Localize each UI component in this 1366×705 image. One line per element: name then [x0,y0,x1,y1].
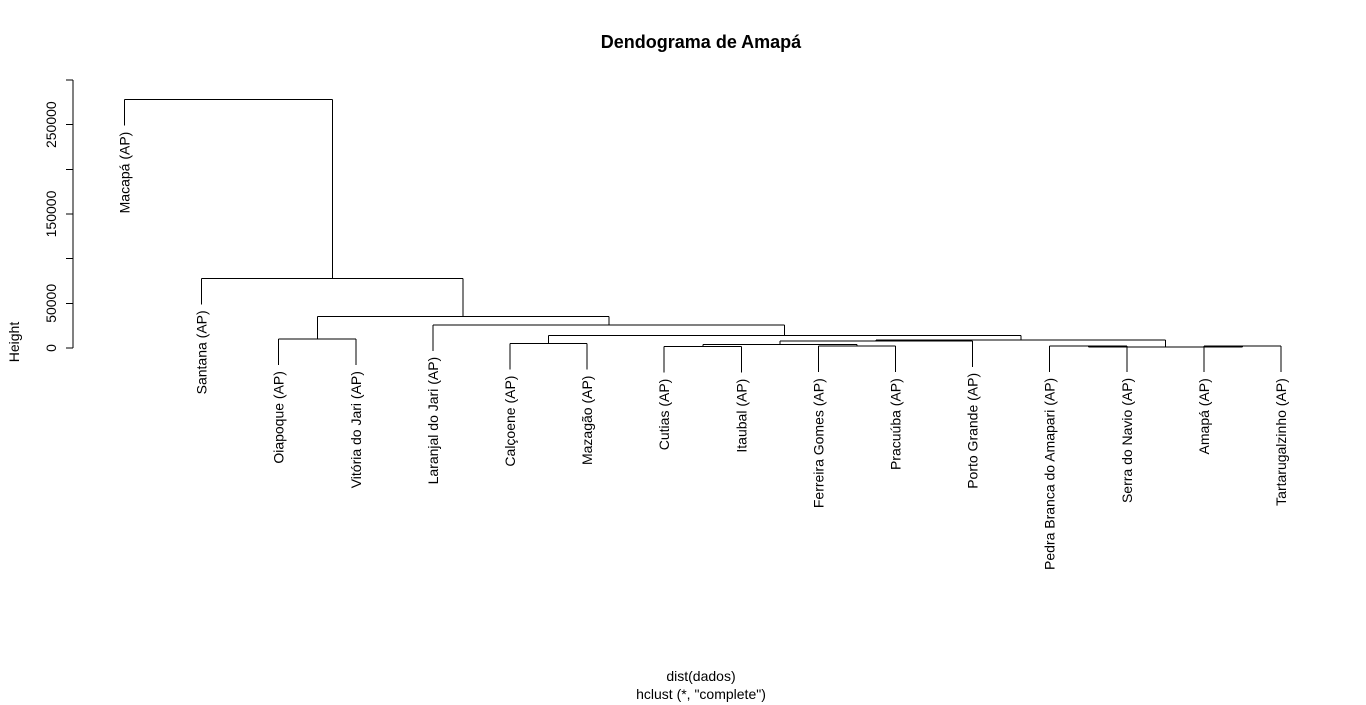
y-tick-label: 250000 [43,101,59,148]
leaf-label-serra-do-navio-ap: Serra do Navio (AP) [1119,378,1135,503]
y-axis-label: Height [6,322,22,363]
chart-title: Dendograma de Amapá [601,32,802,52]
y-tick-label: 150000 [43,190,59,237]
leaf-label-laranjal-do-jari-ap: Laranjal do Jari (AP) [425,357,441,485]
y-tick-label: 50000 [43,284,59,323]
leaf-label-vitoria-do-jari-ap: Vitória do Jari (AP) [348,371,364,488]
leaf-label-itaubal-ap: Itaubal (AP) [733,379,749,453]
leaf-label-mazagao-ap: Mazagão (AP) [579,376,595,465]
x-axis-label: dist(dados) [666,668,735,684]
leaf-label-oiapoque-ap: Oiapoque (AP) [271,371,287,464]
dendrogram-branches [124,99,1282,373]
x-axis-subtitle: hclust (*, "complete") [636,686,766,702]
leaf-label-pracuuba-ap: Pracuúba (AP) [888,378,904,470]
y-tick-label: 0 [43,344,59,352]
leaf-label-ferreira-gomes-ap: Ferreira Gomes (AP) [810,378,826,508]
leaf-label-calcoene-ap: Calçoene (AP) [502,376,518,467]
leaf-label-macapa-ap: Macapá (AP) [117,132,133,214]
y-tick-labels: 0 50000 150000 250000 [43,101,59,352]
leaf-label-porto-grande-ap: Porto Grande (AP) [965,373,981,489]
y-axis [66,79,74,349]
leaf-label-tartarugalzinho-ap: Tartarugalzinho (AP) [1273,378,1289,506]
leaf-labels: Macapá (AP) Santana (AP) Oiapoque (AP) Vitó… [117,132,1290,570]
leaf-label-santana-ap: Santana (AP) [194,310,210,394]
leaf-label-pedra-branca-do-amapari-ap: Pedra Branca do Amapari (AP) [1042,378,1058,570]
leaf-label-cutias-ap: Cutias (AP) [656,379,672,451]
leaf-label-amapa-ap: Amapá (AP) [1196,378,1212,454]
